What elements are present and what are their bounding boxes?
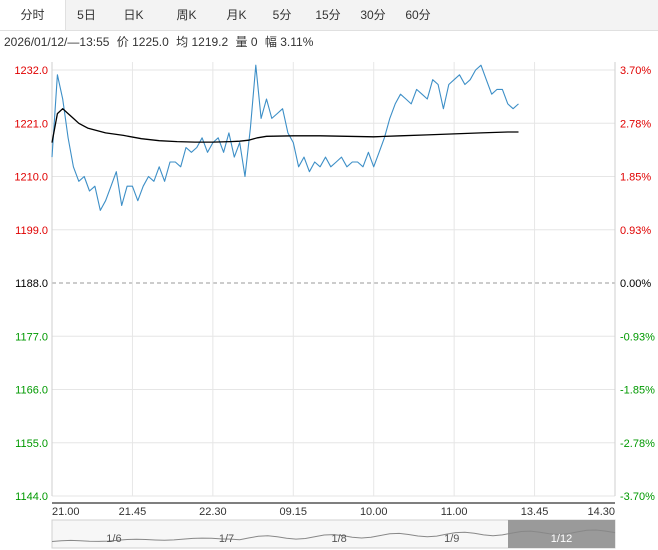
price-line — [51, 64, 519, 211]
info-volume: 量 0 — [235, 35, 258, 49]
x-tick-label: 21.00 — [52, 506, 80, 518]
y-tick-left: 1144.0 — [15, 491, 48, 503]
y-tick-left: 1210.0 — [14, 172, 48, 184]
y-tick-left: 1188.0 — [15, 278, 48, 290]
x-tick-label: 09.15 — [280, 506, 308, 518]
tab-5[interactable]: 5分 — [272, 8, 292, 22]
y-tick-right: 3.70% — [620, 65, 651, 77]
navigator-track — [51, 519, 616, 549]
info-average: 均 1219.2 — [176, 35, 229, 49]
x-tick-label: 10.00 — [360, 506, 388, 518]
x-tick-label: 22.30 — [199, 506, 227, 518]
navigator-label: 1/12 — [551, 533, 572, 545]
y-tick-right: 0.00% — [620, 278, 651, 290]
navigator-label: 1/7 — [219, 533, 234, 545]
tab-7[interactable]: 30分 — [360, 8, 386, 22]
y-tick-left: 1199.0 — [15, 225, 48, 237]
info-price: 价 1225.0 — [116, 35, 169, 49]
y-axis-right: 3.70% 2.78% 1.85% 0.93% 0.00% -0.93% -1.85% -2.… — [620, 65, 655, 503]
y-tick-left: 1166.0 — [15, 385, 48, 397]
y-tick-right: -3.70% — [620, 491, 655, 503]
chart-grid — [51, 62, 616, 504]
time-navigator[interactable]: 1/6 1/7 1/8 1/9 1/12 — [51, 519, 616, 549]
y-tick-right: 0.93% — [620, 225, 651, 237]
navigator-label: 1/9 — [444, 533, 459, 545]
navigator-selection — [508, 520, 615, 548]
average-line — [51, 108, 519, 143]
x-tick-label: 14.30 — [587, 506, 615, 518]
y-tick-right: -0.93% — [620, 331, 655, 343]
y-tick-right: -2.78% — [620, 438, 655, 450]
tab-3[interactable]: 周K — [176, 8, 197, 22]
y-tick-left: 1155.0 — [15, 438, 48, 450]
quote-info-bar: 2026/01/12/—13:55 价 1225.0 均 1219.2 量 0 … — [4, 33, 317, 50]
y-tick-left: 1221.0 — [14, 118, 48, 130]
x-tick-label: 21.45 — [119, 506, 147, 518]
x-tick-label: 13.45 — [521, 506, 549, 518]
tab-8[interactable]: 60分 — [405, 8, 431, 22]
info-change: 幅 3.11% — [264, 35, 314, 49]
navigator-trend — [51, 529, 616, 542]
tab-2[interactable]: 日K — [123, 8, 144, 22]
tab-0[interactable]: 分时 — [0, 0, 66, 30]
navigator-label: 1/8 — [331, 533, 346, 545]
y-tick-right: 1.85% — [620, 172, 651, 184]
navigator-label: 1/6 — [106, 533, 121, 545]
y-axis-left: 1232.0 1221.0 1210.0 1199.0 1188.0 1177.0 1166… — [14, 65, 48, 503]
y-tick-right: 2.78% — [620, 118, 651, 130]
tab-4[interactable]: 月K — [226, 8, 247, 22]
y-tick-left: 1177.0 — [15, 331, 48, 343]
y-tick-right: -1.85% — [620, 385, 655, 397]
tab-6[interactable]: 15分 — [315, 8, 341, 22]
chart-lines — [51, 64, 519, 211]
x-tick-label: 11.00 — [441, 506, 468, 518]
tab-1[interactable]: 5日 — [77, 8, 96, 22]
y-tick-left: 1232.0 — [14, 65, 48, 77]
x-axis: 21.00 21.45 22.30 09.15 10.00 11.00 13.45 14.30 — [52, 506, 615, 518]
chart-period-tabs: 分时 5日 日K 周K 月K 5分 15分 30分 60分 — [0, 0, 658, 31]
info-datetime: 2026/01/12/—13:55 — [4, 35, 110, 49]
